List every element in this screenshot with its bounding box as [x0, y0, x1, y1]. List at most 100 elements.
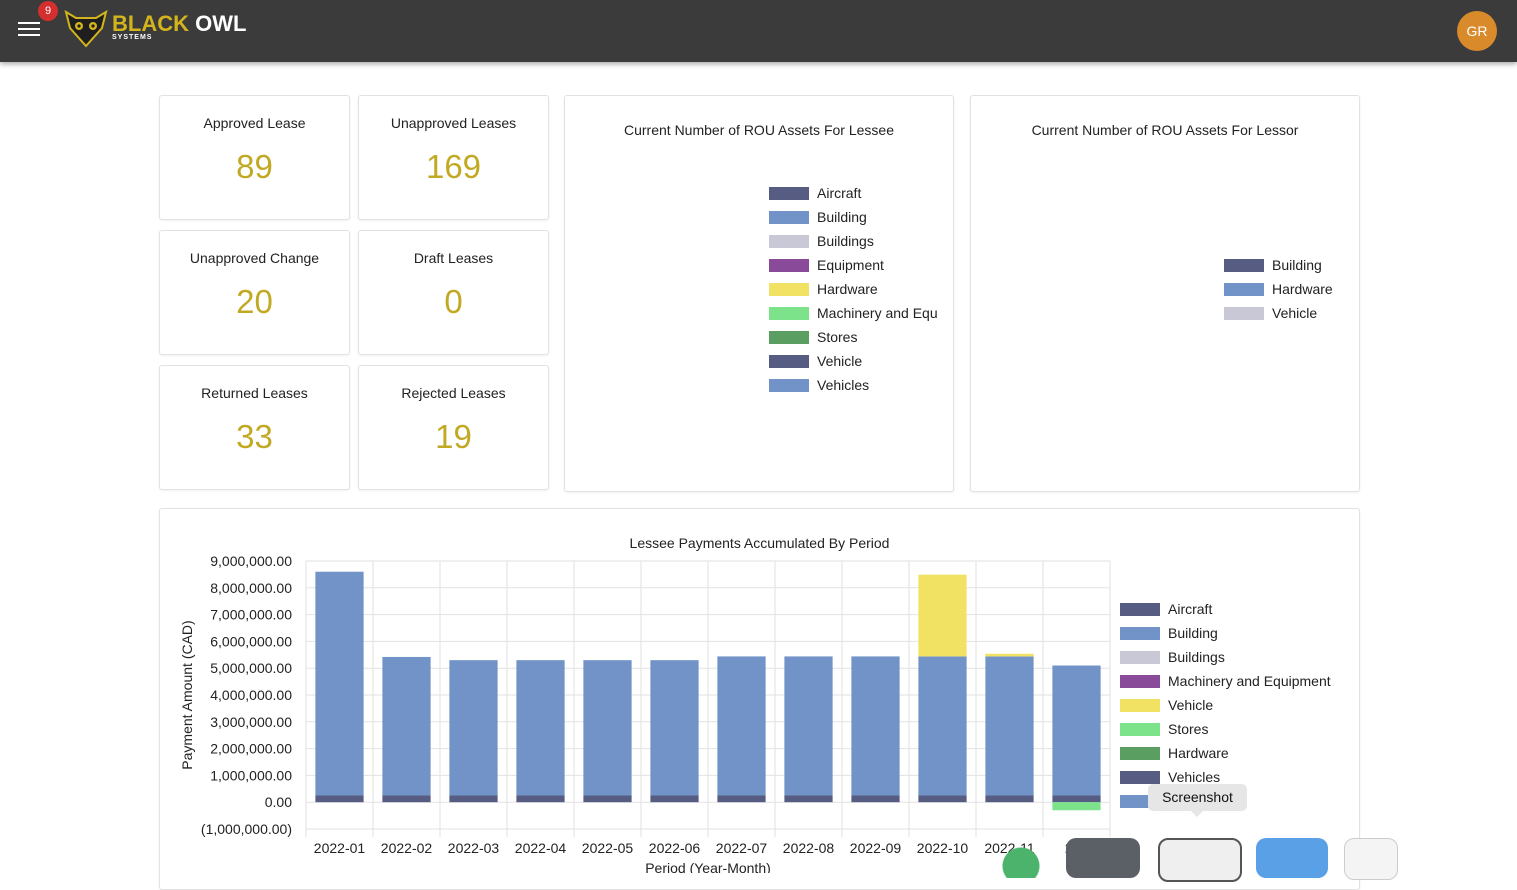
bar-segment — [449, 795, 498, 803]
dock-system-settings-icon[interactable] — [1066, 838, 1140, 878]
legend-swatch — [769, 235, 809, 248]
menu-icon[interactable] — [18, 22, 40, 40]
bar-segment — [449, 660, 498, 796]
x-tick-label: 2022-08 — [783, 840, 835, 856]
chart-title: Current Number of ROU Assets For Lessor — [1031, 122, 1299, 138]
y-tick-label: 1,000,000.00 — [210, 767, 292, 783]
legend-swatch — [1120, 771, 1160, 784]
legend-label: Hardware — [817, 281, 878, 297]
dock-finder-icon[interactable] — [1256, 838, 1328, 878]
legend-label: Equipment — [817, 257, 884, 273]
bar-segment — [784, 795, 833, 803]
y-tick-label: 2,000,000.00 — [210, 741, 292, 757]
stat-value: 20 — [236, 283, 273, 320]
y-tick-label: 8,000,000.00 — [210, 580, 292, 596]
dock-app-globe-icon[interactable] — [993, 838, 1049, 878]
payments-bar-chart: 9,000,000.00 8,000,000.00 7,000,000.00 6,00… — [179, 553, 1331, 873]
y-tick-label: 4,000,000.00 — [210, 687, 292, 703]
owl-logo-icon[interactable] — [64, 8, 108, 48]
stat-card-rejected-leases[interactable]: Rejected Leases 19 — [358, 365, 549, 490]
x-tick-label: 2022-03 — [448, 840, 500, 856]
x-axis-title: Period (Year-Month) — [645, 860, 771, 873]
bar-segment — [1052, 665, 1101, 796]
legend-swatch — [1120, 723, 1160, 736]
legend-swatch — [769, 187, 809, 200]
bar-segment — [650, 795, 699, 803]
bar-segment — [851, 656, 900, 796]
logo-wordmark[interactable]: BLACK OWL — [112, 11, 246, 37]
legend-label: Vehicles — [1168, 769, 1220, 785]
legend-label: Building — [1168, 625, 1218, 641]
legend-label: Hardware — [1272, 281, 1333, 297]
dock-app-icon[interactable] — [1344, 838, 1398, 880]
legend-label: Vehicle — [1272, 305, 1317, 321]
stat-label: Rejected Leases — [401, 385, 506, 401]
y-tick-label: 6,000,000.00 — [210, 633, 292, 649]
logo-word-owl: OWL — [195, 11, 247, 36]
x-tick-label: 2022-05 — [582, 840, 634, 856]
bar-segment — [583, 660, 632, 796]
x-tick-label: 2022-07 — [716, 840, 768, 856]
bar-segment — [315, 571, 364, 796]
legend-label: Buildings — [1168, 649, 1225, 665]
legend-swatch — [769, 259, 809, 272]
legend-swatch — [1120, 747, 1160, 760]
stat-card-draft-leases[interactable]: Draft Leases 0 — [358, 230, 549, 355]
legend-swatch — [769, 379, 809, 392]
legend-swatch — [769, 307, 809, 320]
legend-label: Buildings — [817, 233, 874, 249]
y-tick-label: 3,000,000.00 — [210, 714, 292, 730]
stat-label: Returned Leases — [201, 385, 308, 401]
bar-segment — [1052, 795, 1101, 803]
legend-swatch — [1224, 307, 1264, 320]
legend-swatch — [769, 355, 809, 368]
legend-swatch — [769, 283, 809, 296]
x-tick-label: 2022-02 — [381, 840, 433, 856]
legend-swatch — [1120, 675, 1160, 688]
tooltip-arrow — [1191, 811, 1203, 817]
bar-segment — [717, 656, 766, 796]
bar-segment — [516, 795, 565, 803]
bar-segment — [1052, 802, 1101, 811]
legend-swatch — [1224, 283, 1264, 296]
x-tick-label: 2022-04 — [515, 840, 567, 856]
bar-segment — [918, 656, 967, 796]
lessee-donut-card: Current Number of ROU Assets For Lessee … — [564, 95, 954, 492]
bar-segment — [918, 574, 967, 657]
stat-card-returned-leases[interactable]: Returned Leases 33 — [159, 365, 350, 490]
stat-card-approved-lease[interactable]: Approved Lease 89 — [159, 95, 350, 220]
top-app-bar: 9 BLACK OWL SYSTEMS GR — [0, 0, 1517, 62]
y-tick-label: 9,000,000.00 — [210, 553, 292, 569]
bar-segment — [583, 795, 632, 803]
notification-badge[interactable]: 9 — [38, 1, 58, 21]
stat-value: 0 — [444, 283, 463, 320]
bar-segment — [382, 656, 431, 796]
logo-word-black: BLACK — [112, 11, 189, 36]
legend-label: Vehicle — [1168, 697, 1213, 713]
user-avatar[interactable]: GR — [1457, 11, 1497, 51]
bar-segment — [985, 653, 1034, 657]
bar-segment — [985, 656, 1034, 796]
dock-screenshot-icon[interactable] — [1158, 838, 1242, 882]
stat-value: 89 — [236, 148, 273, 185]
logo-subtitle: SYSTEMS — [112, 34, 153, 41]
stat-label: Unapproved Leases — [390, 115, 517, 131]
stat-value: 169 — [425, 148, 482, 185]
legend-label: Machinery and Equ — [817, 305, 938, 321]
y-tick-label: 7,000,000.00 — [210, 607, 292, 623]
legend-swatch — [1120, 603, 1160, 616]
stat-card-unapproved-leases[interactable]: Unapproved Leases 169 — [358, 95, 549, 220]
bar-segment — [382, 795, 431, 803]
legend-label: Hardware — [1168, 745, 1229, 761]
legend-label: Stores — [1168, 721, 1208, 737]
bar-segment — [784, 656, 833, 796]
legend-label: Vehicles — [817, 377, 869, 393]
stat-value: 33 — [236, 418, 273, 455]
stat-card-unapproved-change[interactable]: Unapproved Change 20 — [159, 230, 350, 355]
x-tick-label: 2022-10 — [917, 840, 969, 856]
x-tick-label: 2022-06 — [649, 840, 701, 856]
chart-title: Current Number of ROU Assets For Lessee — [624, 122, 894, 138]
bar-segment — [516, 660, 565, 796]
lessor-donut-chart: Building Hardware Vehicle — [1224, 257, 1333, 321]
x-tick-label: 2022-09 — [850, 840, 902, 856]
